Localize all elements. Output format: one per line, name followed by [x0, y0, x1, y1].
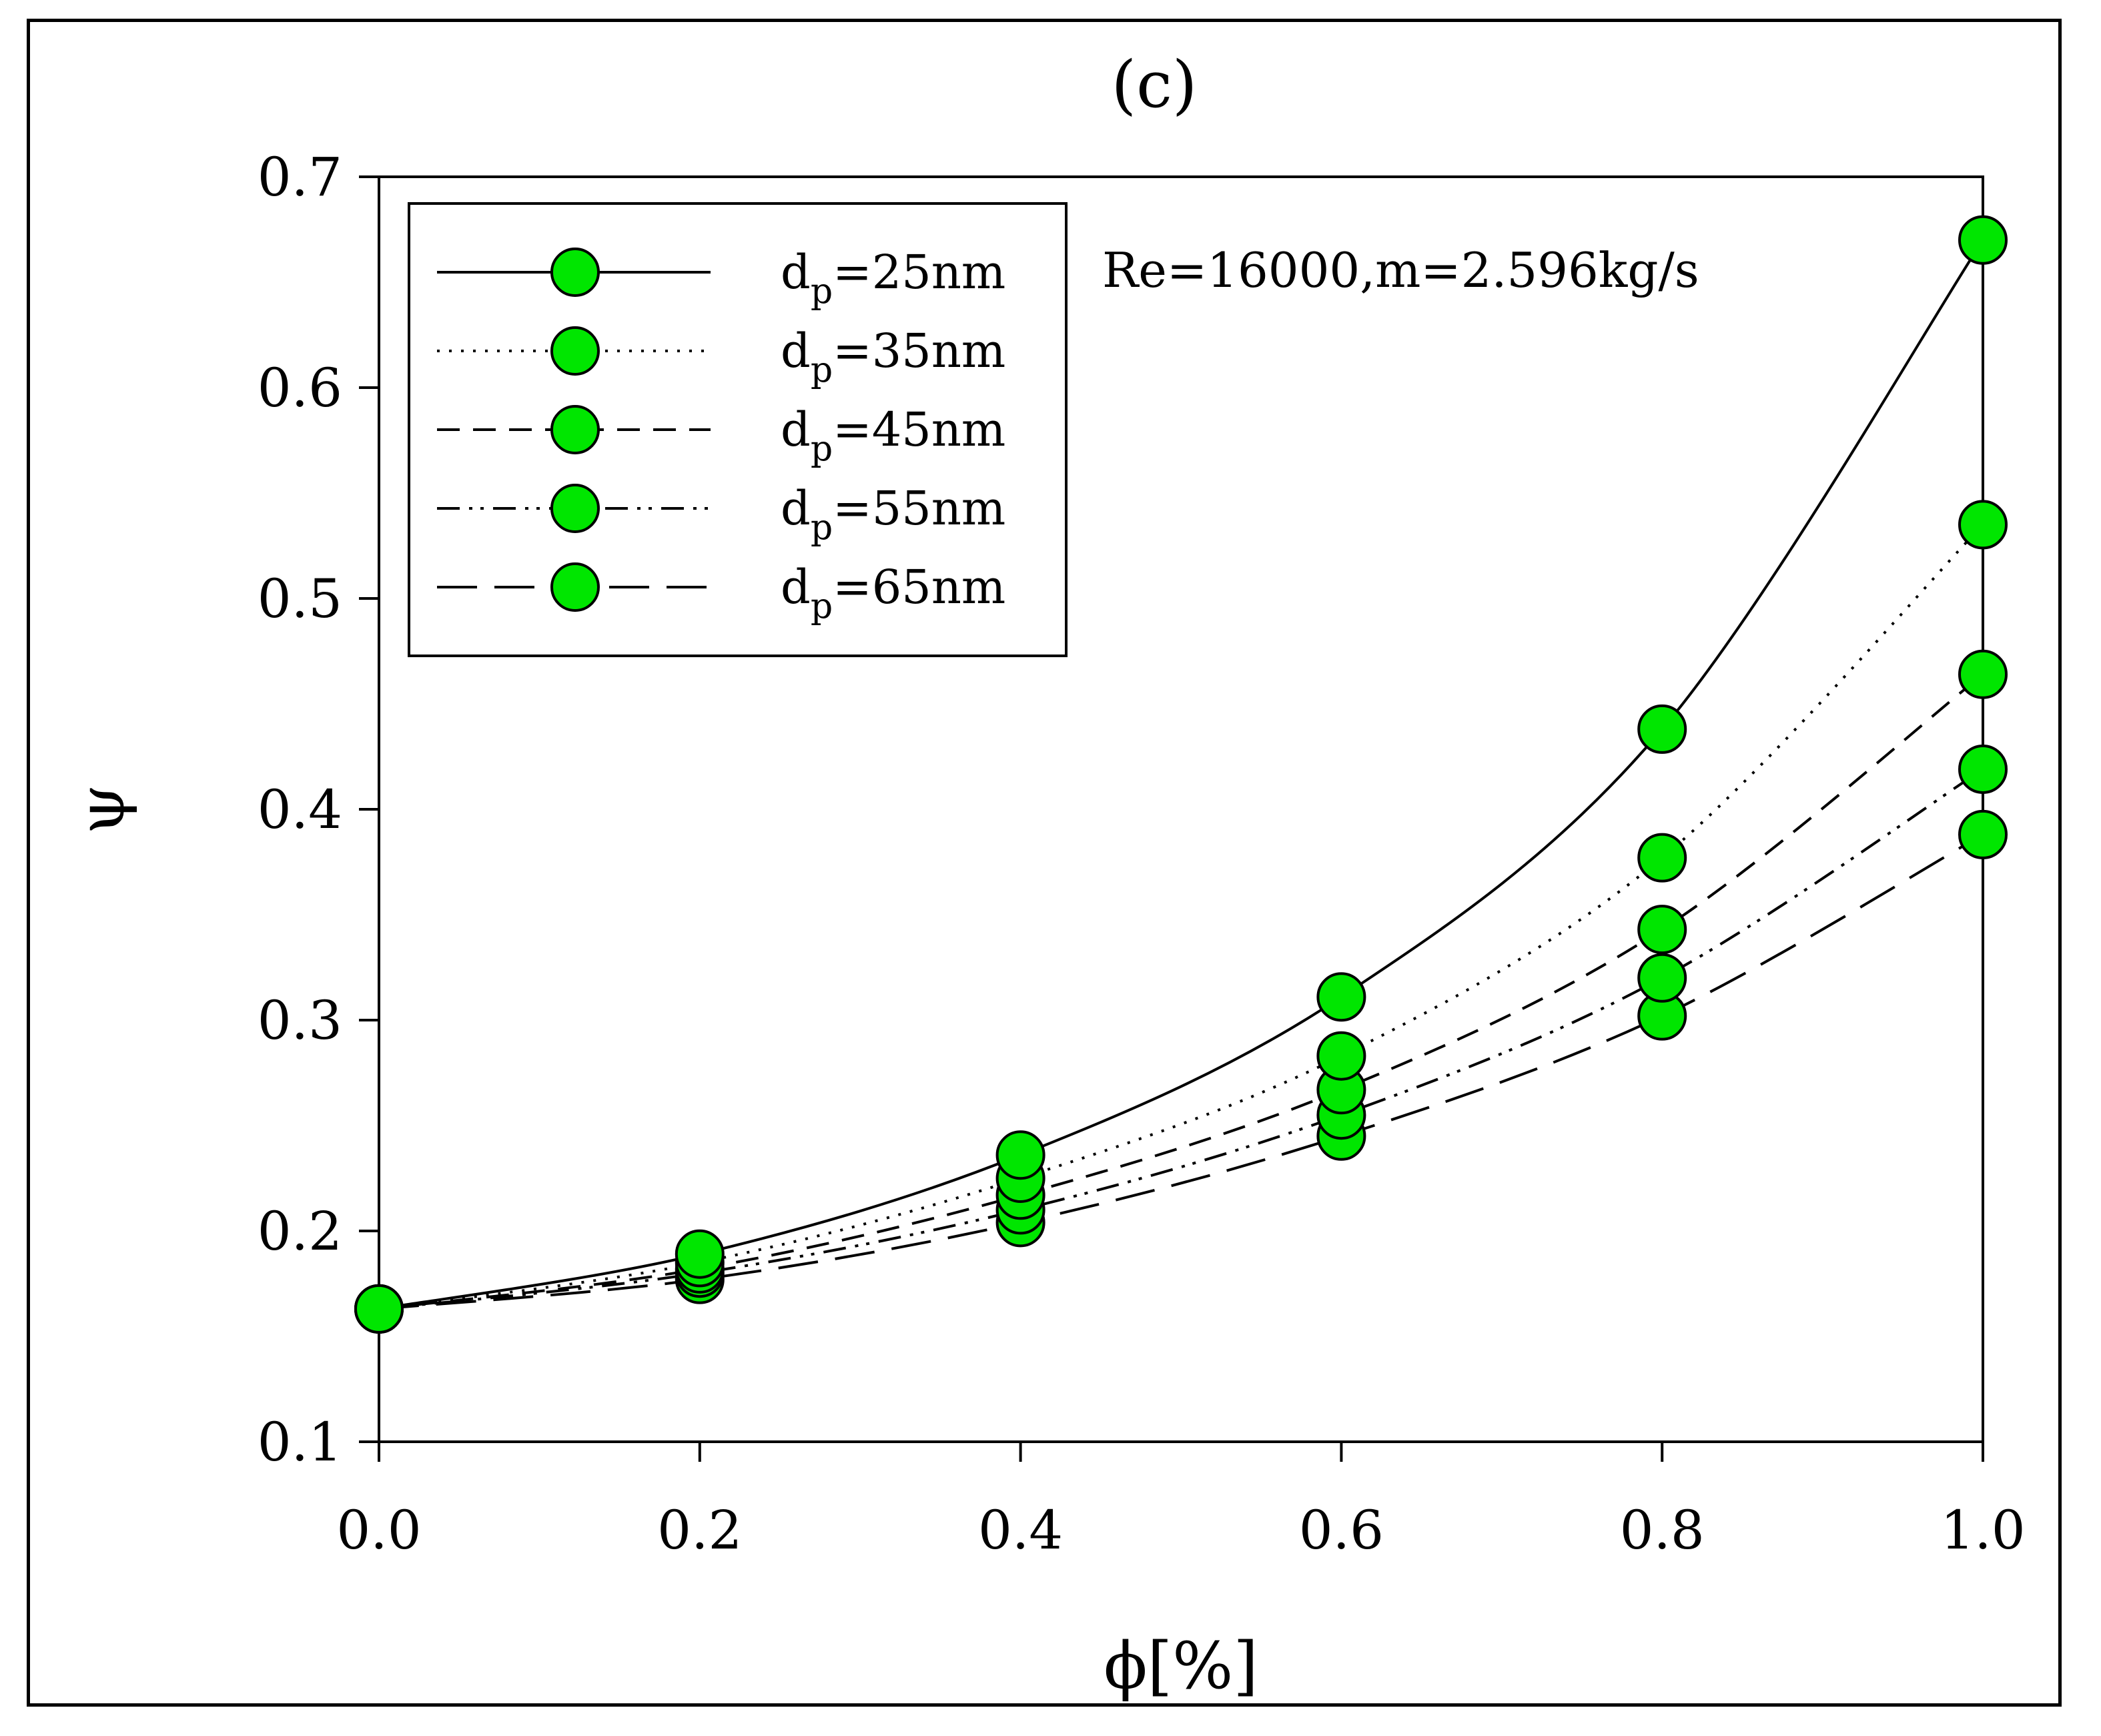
- data-point: [1958, 649, 2008, 699]
- legend: dp=25nm dp=35nm dp=45nm dp=55nm dp=65nm: [437, 245, 1005, 626]
- legend-label: dp=25nm: [781, 245, 1005, 312]
- y-tick-label: 0.2: [258, 1200, 342, 1262]
- data-point: [1637, 704, 1687, 754]
- y-tick-label: 0.4: [258, 779, 342, 841]
- annotation-text: Re=16000,m=2.596kg/s: [1102, 242, 1699, 298]
- legend-label: dp=55nm: [781, 481, 1005, 548]
- data-point: [354, 1284, 404, 1334]
- series-line-dp-35nm: [378, 524, 1984, 1310]
- series-markers: [354, 215, 2008, 1334]
- y-tick-label: 0.6: [258, 357, 342, 419]
- series-line-dp-55nm: [378, 768, 1984, 1310]
- x-tick-label: 1.0: [1940, 1499, 2025, 1561]
- legend-marker: [550, 484, 600, 533]
- data-point: [1958, 744, 2008, 794]
- series-line-dp-65nm: [378, 833, 1984, 1310]
- y-tick-label: 0.7: [258, 146, 342, 208]
- x-axis: 0.0 0.2 0.4 0.6 0.8 1.0: [336, 1442, 2026, 1561]
- data-point: [995, 1130, 1045, 1180]
- data-point: [675, 1229, 725, 1279]
- x-tick-label: 0.6: [1299, 1499, 1384, 1561]
- legend-marker: [550, 326, 600, 376]
- legend-marker: [550, 405, 600, 454]
- legend-label: dp=35nm: [781, 324, 1005, 390]
- data-point: [1637, 905, 1687, 955]
- data-point: [1316, 972, 1366, 1022]
- legend-marker: [550, 562, 600, 612]
- series-line-dp-45nm: [378, 673, 1984, 1310]
- x-tick-label: 0.2: [657, 1499, 742, 1561]
- y-axis-title: ψ: [64, 784, 139, 834]
- data-point: [1637, 953, 1687, 1003]
- data-point: [1958, 215, 2008, 265]
- legend-marker: [550, 248, 600, 297]
- x-axis-title: ϕ[%]: [1104, 1629, 1258, 1703]
- x-tick-label: 0.4: [978, 1499, 1063, 1561]
- panel-label: (c): [1112, 47, 1198, 122]
- y-tick-label: 0.1: [258, 1411, 342, 1473]
- data-point: [1637, 833, 1687, 883]
- legend-label: dp=45nm: [781, 402, 1005, 469]
- x-tick-label: 0.8: [1620, 1499, 1705, 1561]
- y-tick-label: 0.3: [258, 989, 342, 1051]
- y-tick-label: 0.5: [258, 568, 342, 630]
- legend-label: dp=65nm: [781, 560, 1005, 626]
- y-axis: 0.1 0.2 0.3 0.4 0.5 0.6 0.7: [258, 146, 379, 1473]
- data-point: [1958, 500, 2008, 550]
- data-point: [1316, 1031, 1366, 1081]
- data-point: [1958, 809, 2008, 859]
- x-tick-label: 0.0: [336, 1499, 421, 1561]
